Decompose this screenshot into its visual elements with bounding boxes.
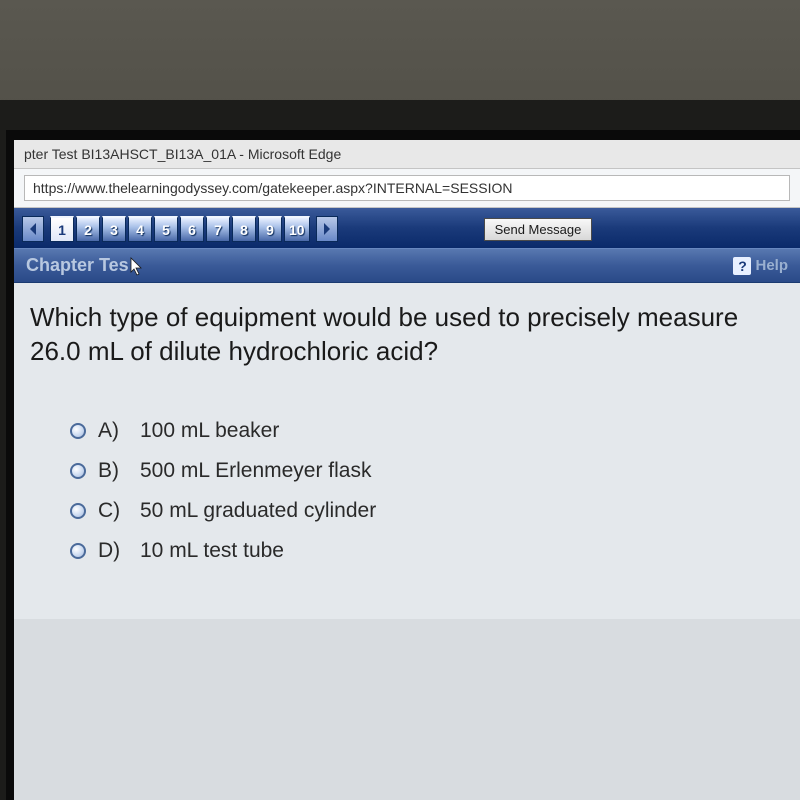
option-text: 500 mL Erlenmeyer flask: [140, 459, 371, 483]
chapter-header: Chapter Tes ? Help: [14, 248, 800, 283]
option-d[interactable]: D) 10 mL test tube: [70, 539, 784, 563]
question-nav-strip: 12345678910 Send Message: [14, 208, 800, 248]
question-nav-4[interactable]: 4: [128, 216, 152, 242]
radio-icon[interactable]: [70, 543, 86, 559]
chapter-title: Chapter Tes: [26, 255, 129, 275]
question-nav-10[interactable]: 10: [284, 216, 310, 242]
photo-background: pter Test BI13AHSCT_BI13A_01A - Microsof…: [0, 0, 800, 800]
help-icon: ?: [733, 257, 751, 275]
option-label: C) 50 mL graduated cylinder: [98, 499, 376, 523]
send-message-button[interactable]: Send Message: [484, 218, 593, 241]
radio-icon[interactable]: [70, 503, 86, 519]
monitor-bezel: pter Test BI13AHSCT_BI13A_01A - Microsof…: [0, 100, 800, 800]
question-nav-3[interactable]: 3: [102, 216, 126, 242]
option-text: 10 mL test tube: [140, 539, 284, 563]
help-label: Help: [755, 257, 788, 274]
option-label: D) 10 mL test tube: [98, 539, 284, 563]
option-text: 50 mL graduated cylinder: [140, 499, 376, 523]
option-letter: D): [98, 539, 126, 563]
question-content: Which type of equipment would be used to…: [14, 283, 800, 619]
question-nav-6[interactable]: 6: [180, 216, 204, 242]
option-letter: B): [98, 459, 126, 483]
window-titlebar: pter Test BI13AHSCT_BI13A_01A - Microsof…: [14, 140, 800, 169]
option-text: 100 mL beaker: [140, 419, 279, 443]
question-text: Which type of equipment would be used to…: [30, 301, 784, 369]
chevron-left-icon: [28, 223, 38, 235]
window-title-text: pter Test BI13AHSCT_BI13A_01A - Microsof…: [24, 146, 341, 162]
chevron-right-icon: [322, 223, 332, 235]
question-nav-2[interactable]: 2: [76, 216, 100, 242]
radio-icon[interactable]: [70, 423, 86, 439]
radio-icon[interactable]: [70, 463, 86, 479]
option-c[interactable]: C) 50 mL graduated cylinder: [70, 499, 784, 523]
question-nav-9[interactable]: 9: [258, 216, 282, 242]
prev-question-button[interactable]: [22, 216, 44, 242]
option-letter: C): [98, 499, 126, 523]
options-list: A) 100 mL beaker B) 500 mL Erlenmeyer flask…: [30, 419, 784, 563]
help-button[interactable]: ? Help: [733, 257, 788, 275]
address-bar: [14, 169, 800, 208]
url-input[interactable]: [24, 175, 790, 201]
option-letter: A): [98, 419, 126, 443]
option-label: A) 100 mL beaker: [98, 419, 279, 443]
cursor-icon: [129, 256, 145, 276]
question-nav-8[interactable]: 8: [232, 216, 256, 242]
option-b[interactable]: B) 500 mL Erlenmeyer flask: [70, 459, 784, 483]
option-label: B) 500 mL Erlenmeyer flask: [98, 459, 371, 483]
question-nav-7[interactable]: 7: [206, 216, 230, 242]
question-nav-1[interactable]: 1: [50, 216, 74, 242]
screen-area: pter Test BI13AHSCT_BI13A_01A - Microsof…: [14, 140, 800, 800]
question-nav-5[interactable]: 5: [154, 216, 178, 242]
next-question-button[interactable]: [316, 216, 338, 242]
option-a[interactable]: A) 100 mL beaker: [70, 419, 784, 443]
